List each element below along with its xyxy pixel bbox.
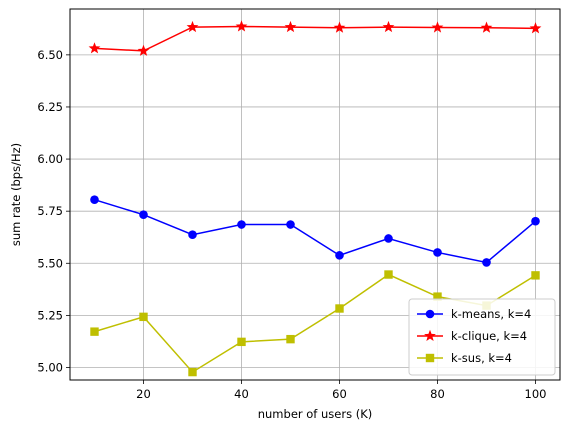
data-point — [335, 251, 344, 260]
x-tick-label: 80 — [430, 387, 445, 401]
x-tick-label: 20 — [136, 387, 151, 401]
legend-label: k-clique, k=4 — [451, 329, 527, 343]
data-point — [286, 334, 295, 344]
legend-label: k-sus, k=4 — [451, 351, 512, 365]
data-point — [433, 248, 442, 257]
data-point — [384, 234, 393, 243]
legend-item: k-means, k=4 — [417, 307, 531, 321]
x-tick-label: 60 — [332, 387, 347, 401]
series-line — [94, 25, 536, 52]
data-point — [529, 22, 542, 34]
x-tick-label: 40 — [234, 387, 249, 401]
data-point — [137, 44, 150, 56]
legend-marker — [424, 329, 436, 342]
legend: k-means, k=4 k-clique, k=4 k-sus, k=4 — [408, 298, 556, 376]
data-point — [384, 270, 393, 279]
data-point — [431, 21, 444, 33]
data-point — [237, 337, 246, 347]
data-point — [88, 42, 101, 54]
axis-ticks: 20 40 60 80 100 5.00 5.25 5.50 5.75 6.00 6.25 6.50 — [37, 48, 546, 401]
y-tick-label: 5.50 — [37, 256, 63, 270]
legend-label: k-means, k=4 — [451, 307, 531, 321]
data-point — [531, 216, 540, 226]
legend-marker — [425, 309, 435, 319]
series-circle — [90, 195, 540, 267]
y-tick-label: 6.50 — [37, 48, 63, 62]
data-point — [480, 21, 493, 33]
plot-frame — [69, 8, 561, 381]
y-tick-label: 6.25 — [37, 100, 63, 114]
x-tick-label: 100 — [525, 387, 547, 401]
data-point — [382, 20, 395, 33]
data-point — [482, 258, 491, 267]
series-star — [88, 20, 542, 56]
y-tick-label: 5.00 — [37, 360, 63, 374]
data-point — [139, 210, 148, 220]
data-point — [235, 20, 248, 32]
y-tick-label: 5.25 — [37, 308, 63, 322]
legend-item: k-clique, k=4 — [417, 329, 527, 343]
y-tick-label: 6.00 — [37, 152, 63, 166]
data-point — [188, 367, 197, 377]
series-line — [94, 198, 536, 264]
y-tick-label: 5.75 — [37, 204, 63, 218]
data-point — [90, 327, 99, 336]
x-axis-label: number of users (K) — [258, 407, 373, 421]
data-point — [335, 304, 344, 313]
legend-box — [408, 298, 556, 376]
data-point — [90, 195, 99, 205]
legend-marker — [425, 353, 435, 363]
data-point — [531, 271, 540, 280]
data-point — [433, 292, 442, 301]
data-point — [284, 20, 297, 33]
legend-item: k-sus, k=4 — [417, 351, 512, 365]
data-point — [286, 220, 295, 229]
data-point — [237, 220, 246, 229]
grid-lines — [70, 9, 560, 380]
data-point — [333, 21, 346, 33]
y-axis-label: sum rate (bps/Hz) — [9, 143, 23, 246]
data-point — [186, 20, 199, 33]
data-point — [139, 312, 148, 322]
data-point — [188, 230, 197, 240]
